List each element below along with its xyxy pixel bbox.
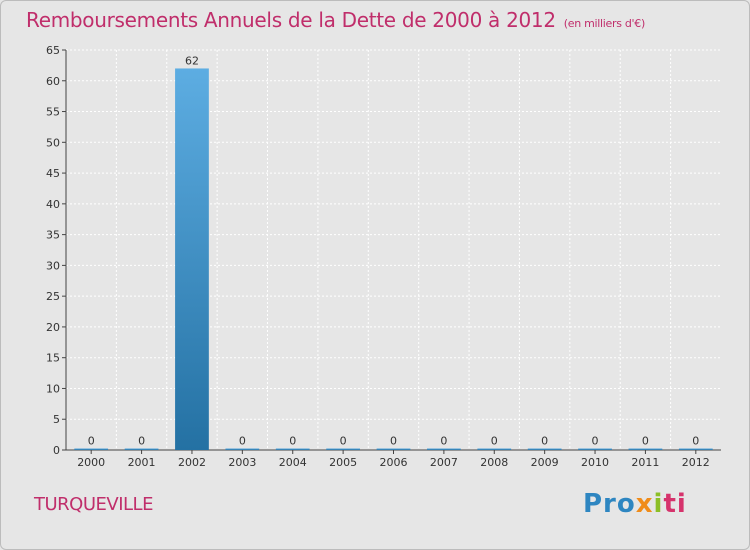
- x-tick-label: 2007: [430, 456, 458, 469]
- logo-part-3: i: [653, 489, 664, 519]
- y-tick-label: 15: [46, 352, 60, 365]
- grid-lines: [66, 49, 721, 450]
- bar: [74, 448, 109, 450]
- y-tick-label: 30: [46, 259, 60, 272]
- proxiti-logo[interactable]: Proxiti: [583, 489, 687, 519]
- x-tick-label: 2012: [682, 456, 710, 469]
- y-tick-label: 10: [46, 382, 60, 395]
- x-tick-label: 2006: [380, 456, 408, 469]
- x-tick-label: 2009: [531, 456, 559, 469]
- commune-name: TURQUEVILLE: [34, 494, 153, 515]
- x-tick-label: 2005: [329, 456, 357, 469]
- bar: [527, 448, 562, 450]
- labels: 0 5 10 15 20 25 30 35 40 45 50 55 60 65 0 2000 0 2001 62 20…: [46, 44, 710, 469]
- logo-part-1: Pro: [583, 489, 636, 519]
- bar: [477, 448, 512, 450]
- bar: [175, 68, 209, 450]
- value-label: 0: [239, 435, 246, 448]
- value-label: 0: [390, 435, 397, 448]
- x-tick-label: 2000: [77, 456, 105, 469]
- value-label: 0: [491, 435, 498, 448]
- y-tick-label: 0: [53, 444, 60, 457]
- value-label: 0: [138, 435, 145, 448]
- y-tick-label: 60: [46, 75, 60, 88]
- chart-title: Remboursements Annuels de la Dette de 20…: [26, 8, 556, 32]
- y-tick-label: 55: [46, 106, 60, 119]
- y-tick-label: 20: [46, 321, 60, 334]
- logo-part-2: x: [635, 489, 654, 519]
- y-tick-label: 65: [46, 44, 60, 57]
- chart-title-block: Remboursements Annuels de la Dette de 20…: [26, 8, 645, 32]
- x-tick-label: 2003: [228, 456, 256, 469]
- y-tick-label: 45: [46, 167, 60, 180]
- value-label: 0: [541, 435, 548, 448]
- value-label: 0: [642, 435, 649, 448]
- y-tick-label: 25: [46, 290, 60, 303]
- value-label: 0: [88, 435, 95, 448]
- x-tick-label: 2010: [581, 456, 609, 469]
- bars: [74, 68, 713, 450]
- bar: [275, 448, 310, 450]
- value-label: 0: [340, 435, 347, 448]
- bar: [124, 448, 159, 450]
- y-tick-label: 50: [46, 136, 60, 149]
- bar: [225, 448, 260, 450]
- logo-part-4: ti: [663, 489, 687, 519]
- bar: [578, 448, 612, 450]
- chart-subtitle: (en milliers d'€): [563, 17, 645, 30]
- x-tick-label: 2004: [279, 456, 307, 469]
- bar: [326, 448, 360, 450]
- x-tick-label: 2002: [178, 456, 206, 469]
- bar: [376, 448, 411, 450]
- axes: [62, 49, 721, 454]
- x-tick-label: 2008: [480, 456, 508, 469]
- y-tick-label: 35: [46, 229, 60, 242]
- value-label: 0: [289, 435, 296, 448]
- value-label: 0: [592, 435, 599, 448]
- value-label: 62: [185, 54, 199, 67]
- x-tick-label: 2011: [631, 456, 659, 469]
- y-tick-label: 40: [46, 198, 60, 211]
- bar: [628, 448, 663, 450]
- y-tick-label: 5: [53, 413, 60, 426]
- value-label: 0: [692, 435, 699, 448]
- x-tick-label: 2001: [128, 456, 156, 469]
- bar: [678, 448, 713, 450]
- bar: [427, 448, 461, 450]
- value-label: 0: [440, 435, 447, 448]
